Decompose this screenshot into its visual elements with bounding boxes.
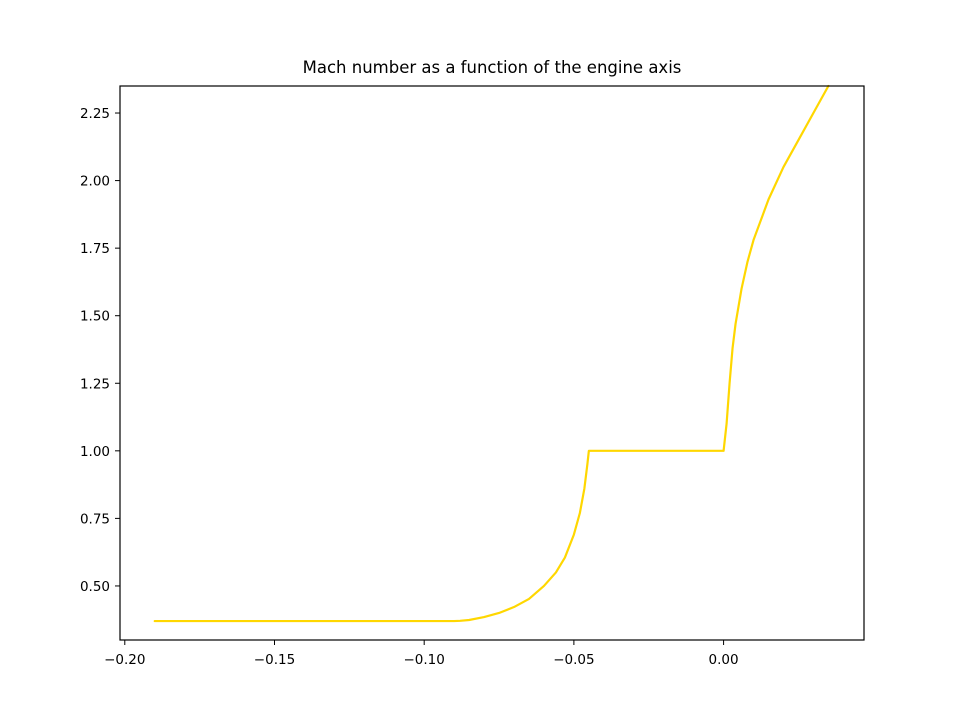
- plot-layer: [153, 84, 830, 623]
- axes-frame: [119, 85, 865, 641]
- x-tick-label: −0.10: [403, 652, 444, 668]
- y-tick-label: 2.25: [80, 106, 110, 122]
- x-tick-label: −0.15: [254, 652, 295, 668]
- y-tick-label: 2.00: [80, 174, 110, 190]
- y-tick-label: 1.25: [80, 376, 110, 392]
- y-tick-label: 1.50: [80, 309, 110, 325]
- x-tick-label: −0.20: [104, 652, 145, 668]
- x-tick-label: −0.05: [553, 652, 594, 668]
- y-tick-label: 0.75: [80, 511, 110, 527]
- x-tick-label: 0.00: [709, 652, 739, 668]
- y-tick-label: 0.50: [80, 579, 110, 595]
- axes-layer: −0.20 −0.15 −0.10 −0.05 0.00 0.50 0.75 1.00 1.25…: [80, 106, 739, 668]
- y-tick-label: 1.75: [80, 241, 110, 257]
- y-tick-label: 1.00: [80, 444, 110, 460]
- series-line-mach-number: [153, 84, 830, 623]
- chart-title: Mach number as a function of the engine …: [303, 58, 682, 77]
